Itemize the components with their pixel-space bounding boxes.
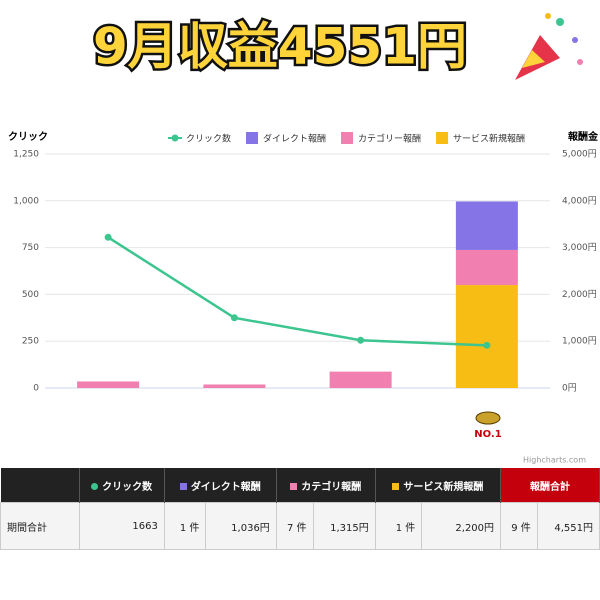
- line-point: [483, 341, 491, 349]
- header-row: クリック数 ダイレクト報酬 カテゴリ報酬 サービス新規報酬 報酬合計: [0, 468, 600, 503]
- blank-header: [0, 468, 80, 503]
- legend-label[interactable]: カテゴリー報酬: [358, 133, 421, 145]
- y-tick-label: 750: [22, 243, 39, 253]
- y-tick-label: 250: [22, 337, 39, 347]
- y-tick-label: 500: [22, 290, 39, 300]
- header-cell: カテゴリ報酬: [276, 468, 376, 503]
- legend-label[interactable]: サービス新規報酬: [453, 133, 525, 145]
- y2-tick-label: 2,000円: [562, 289, 597, 300]
- badge: NO.1: [474, 429, 501, 440]
- page-title: 9月収益4551円: [93, 18, 467, 76]
- line-point: [230, 314, 238, 322]
- party-icon: [515, 13, 583, 80]
- bar-segment: [455, 201, 518, 250]
- y-tick-label: 1,000: [13, 196, 39, 206]
- bar-segment: [203, 384, 266, 388]
- header-cell: ダイレクト報酬: [164, 468, 277, 503]
- y-tick-label: 1,250: [13, 150, 39, 160]
- y2-tick-label: 1,000円: [562, 336, 597, 347]
- data-row: 期間合計 1663 1 件 1,036円 7 件 1,315円 1 件 2,20…: [0, 502, 600, 550]
- legend-swatch: [246, 132, 259, 144]
- bar-segment: [455, 285, 518, 388]
- cell: 7 件: [275, 502, 314, 550]
- y2-tick-label: 5,000円: [562, 149, 597, 160]
- line-point: [104, 233, 112, 241]
- y2-tick-label: 0円: [562, 383, 577, 394]
- bar-segment: [455, 249, 518, 286]
- badge-icon: [475, 411, 501, 425]
- y-axis-title: クリック: [8, 131, 48, 143]
- header-cell: サービス新規報酬: [375, 468, 502, 503]
- line: [107, 236, 487, 347]
- y2-axis-title: 報酬金: [568, 130, 599, 143]
- cell: 1 件: [163, 502, 207, 550]
- legend-label[interactable]: クリック数: [186, 133, 231, 145]
- cell: 4,551円: [536, 502, 600, 550]
- y-tick-label: 0: [33, 384, 39, 394]
- header-cell: クリック数: [79, 468, 165, 503]
- cell: 1663: [78, 502, 165, 550]
- cell: 1,036円: [205, 502, 277, 550]
- cell: 期間合計: [0, 502, 80, 550]
- summary-table: クリック数 ダイレクト報酬 カテゴリ報酬 サービス新規報酬 報酬合計 期間合計 …: [0, 468, 600, 550]
- bar-segment: [77, 381, 140, 388]
- legend-swatch: [341, 132, 354, 144]
- bar-segment: [329, 371, 392, 388]
- y2-tick-label: 3,000円: [562, 242, 597, 253]
- cell: 1 件: [374, 502, 423, 550]
- legend-label[interactable]: ダイレクト報酬: [263, 133, 326, 145]
- credits: Highcharts.com: [523, 456, 586, 465]
- header-cell: 報酬合計: [500, 468, 600, 503]
- cell: 1,315円: [312, 502, 376, 550]
- y2-tick-label: 4,000円: [562, 195, 597, 206]
- legend-dot: [171, 134, 179, 142]
- cell: 2,200円: [421, 502, 502, 550]
- legend-swatch: [436, 132, 449, 144]
- cell: 9 件: [500, 502, 538, 550]
- chart: 9月収益4551円 クリック 報酬金 NO.1 Highcharts.com 0…: [8, 13, 599, 465]
- line-point: [357, 336, 365, 344]
